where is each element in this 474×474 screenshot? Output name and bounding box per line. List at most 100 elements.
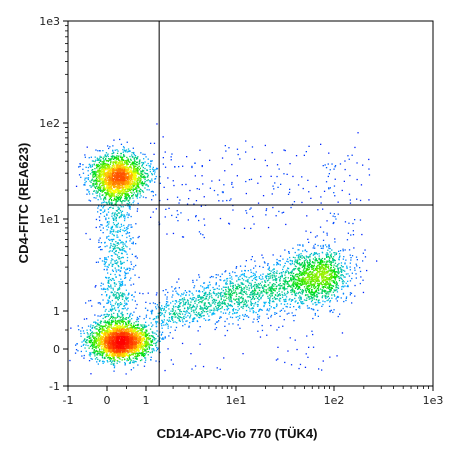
event-dot bbox=[284, 280, 286, 283]
event-dot bbox=[119, 196, 121, 198]
event-dot bbox=[297, 269, 300, 271]
event-dot bbox=[113, 235, 115, 237]
event-dot bbox=[115, 220, 117, 222]
event-dot bbox=[122, 151, 124, 153]
event-dot bbox=[170, 310, 172, 312]
event-dot bbox=[332, 311, 334, 313]
event-dot bbox=[101, 191, 103, 193]
event-dot bbox=[96, 332, 98, 334]
event-dot bbox=[116, 200, 118, 203]
event-dot bbox=[106, 202, 108, 204]
event-dot bbox=[343, 256, 345, 258]
event-dot bbox=[289, 263, 291, 265]
event-dot bbox=[93, 190, 95, 192]
event-dot bbox=[131, 192, 133, 194]
event-dot bbox=[139, 159, 141, 161]
event-dot bbox=[101, 224, 103, 226]
event-dot bbox=[99, 179, 101, 181]
event-dot bbox=[101, 350, 103, 352]
event-dot bbox=[160, 309, 163, 311]
event-dot bbox=[114, 297, 116, 299]
event-dot bbox=[257, 313, 259, 316]
event-dot bbox=[298, 278, 300, 280]
event-dot bbox=[289, 285, 291, 287]
event-dot bbox=[339, 250, 342, 252]
event-dot bbox=[199, 343, 201, 345]
event-dot bbox=[250, 271, 252, 273]
event-dot bbox=[295, 300, 297, 302]
event-dot bbox=[189, 189, 191, 192]
event-dot bbox=[93, 352, 95, 355]
event-dot bbox=[111, 321, 113, 323]
event-dot bbox=[322, 208, 324, 210]
event-dot bbox=[231, 163, 233, 166]
event-dot bbox=[334, 216, 336, 218]
event-dot bbox=[99, 193, 101, 195]
event-dot bbox=[117, 224, 119, 226]
event-dot bbox=[235, 267, 237, 269]
event-dot bbox=[195, 307, 197, 309]
event-dot bbox=[160, 308, 162, 310]
event-dot bbox=[341, 269, 343, 271]
event-dot bbox=[92, 342, 95, 344]
event-dot bbox=[143, 158, 145, 160]
event-dot bbox=[329, 301, 331, 303]
event-dot bbox=[107, 272, 109, 274]
event-dot bbox=[237, 324, 239, 326]
event-dot bbox=[152, 170, 155, 172]
event-dot bbox=[329, 263, 331, 266]
event-dot bbox=[279, 279, 281, 281]
event-dot bbox=[312, 262, 315, 264]
event-dot bbox=[112, 158, 114, 160]
event-dot bbox=[107, 285, 110, 287]
event-dot bbox=[296, 260, 298, 263]
event-dot bbox=[103, 321, 105, 323]
event-dot bbox=[214, 328, 216, 331]
event-dot bbox=[247, 300, 249, 302]
event-dot bbox=[152, 302, 155, 304]
event-dot bbox=[252, 272, 254, 274]
event-dot bbox=[262, 290, 265, 293]
event-dot bbox=[312, 254, 314, 256]
event-dot bbox=[226, 278, 228, 280]
event-dot bbox=[313, 296, 315, 298]
event-dot bbox=[110, 162, 112, 164]
event-dot bbox=[132, 237, 134, 239]
event-dot bbox=[174, 321, 176, 323]
event-dot bbox=[279, 285, 281, 287]
event-dot bbox=[299, 278, 301, 280]
event-dot bbox=[112, 319, 114, 321]
event-dot bbox=[219, 217, 222, 220]
event-dot bbox=[246, 286, 248, 288]
event-dot bbox=[111, 226, 113, 229]
event-dot bbox=[194, 309, 196, 311]
event-dot bbox=[326, 299, 328, 302]
event-dot bbox=[294, 283, 296, 285]
event-dot bbox=[125, 321, 127, 323]
event-dot bbox=[308, 273, 310, 276]
event-dot bbox=[156, 321, 159, 323]
event-dot bbox=[317, 271, 319, 273]
event-dot bbox=[282, 294, 284, 296]
event-dot bbox=[187, 308, 189, 311]
event-dot bbox=[315, 273, 317, 275]
event-dot bbox=[277, 295, 280, 297]
event-dot bbox=[152, 324, 154, 326]
event-dot bbox=[175, 326, 178, 329]
event-dot bbox=[118, 159, 120, 161]
event-dot bbox=[207, 319, 210, 321]
event-dot bbox=[109, 202, 111, 204]
event-dot bbox=[125, 149, 128, 151]
event-dot bbox=[306, 215, 308, 217]
event-dot bbox=[312, 283, 314, 285]
event-dot bbox=[324, 289, 326, 291]
event-dot bbox=[198, 302, 200, 304]
event-dot bbox=[115, 301, 117, 303]
event-dot bbox=[110, 155, 112, 158]
event-dot bbox=[227, 306, 229, 308]
event-dot bbox=[352, 222, 354, 225]
event-dot bbox=[278, 168, 280, 170]
event-dot bbox=[90, 353, 92, 355]
event-dot bbox=[343, 281, 345, 283]
event-dot bbox=[141, 349, 144, 351]
